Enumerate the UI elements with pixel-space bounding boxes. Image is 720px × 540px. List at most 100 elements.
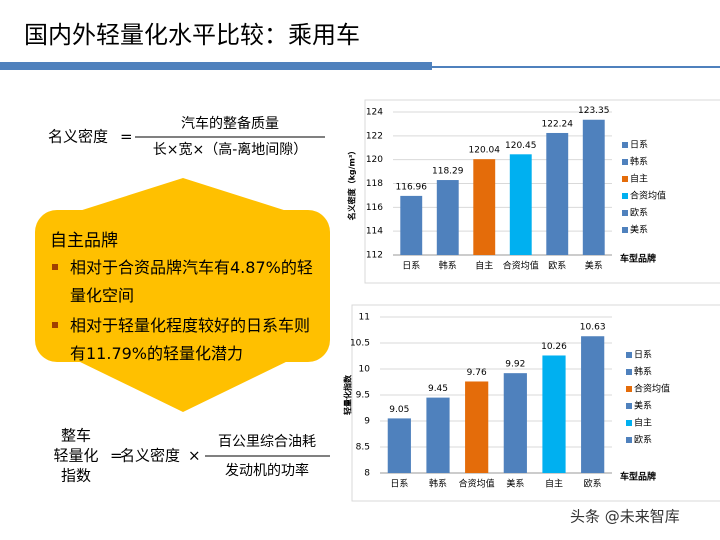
legend-swatch	[626, 437, 632, 443]
legend-label: 美系	[630, 224, 648, 236]
title-rule	[432, 66, 720, 68]
legend-swatch	[622, 159, 628, 165]
data-label: 9.76	[467, 368, 487, 378]
bullet	[52, 322, 58, 328]
x-axis-label: 车型品牌	[620, 471, 656, 483]
data-label: 123.35	[578, 106, 610, 116]
y-tick-label: 9.5	[356, 391, 370, 401]
callout-bullet: 相对于合资品牌汽车有4.87%的轻量化空间	[70, 258, 313, 305]
data-label: 120.04	[469, 146, 501, 156]
legend-swatch	[622, 142, 628, 148]
x-tick-label: 日系	[402, 261, 420, 272]
legend-swatch	[626, 420, 632, 426]
x-tick-label: 合资均值	[503, 260, 539, 272]
legend-label: 合资均值	[630, 190, 666, 202]
legend-label: 日系	[630, 140, 648, 151]
y-tick-label: 8.5	[356, 443, 370, 453]
bar	[465, 381, 489, 473]
arrow-up	[76, 178, 290, 212]
x-tick-label: 美系	[585, 260, 603, 272]
legend-label: 美系	[634, 400, 652, 412]
data-label: 9.92	[505, 360, 525, 370]
formula-denominator: 发动机的功率	[225, 462, 309, 479]
plot-area	[351, 304, 720, 502]
legend-swatch	[626, 352, 632, 358]
x-axis-label: 车型品牌	[620, 253, 656, 265]
y-tick-label: 118	[366, 179, 383, 189]
formula-denominator: 长×宽×（高-离地间隙）	[153, 141, 308, 158]
formula-lhs-line: 轻量化	[53, 447, 98, 465]
data-label: 9.45	[428, 384, 448, 394]
plot-area	[364, 99, 720, 284]
y-axis-label: 名义密度（kg/m³）	[347, 147, 357, 221]
formula-lhs-line: 指数	[61, 467, 91, 485]
legend-swatch	[622, 210, 628, 216]
watermark: 头条 @未来智库	[570, 508, 680, 526]
bar	[509, 154, 532, 255]
data-label: 10.63	[580, 323, 606, 333]
callout-heading: 自主品牌	[50, 231, 118, 251]
y-tick-label: 114	[366, 227, 383, 237]
callout-box	[35, 210, 330, 362]
y-tick-label: 124	[366, 108, 383, 118]
bullet	[52, 264, 58, 270]
bar	[546, 132, 569, 255]
formula-eq: =	[120, 128, 133, 146]
data-label: 116.96	[396, 182, 428, 192]
legend-label: 韩系	[634, 366, 652, 378]
legend-label: 合资均值	[634, 383, 670, 395]
formula-numerator: 百公里综合油耗	[218, 434, 316, 450]
legend-swatch	[626, 403, 632, 409]
formula-numerator: 汽车的整备质量	[181, 115, 279, 132]
data-label: 122.24	[542, 119, 574, 129]
bar	[473, 159, 496, 255]
y-tick-label: 116	[366, 203, 383, 213]
legend-swatch	[626, 386, 632, 392]
formula-lhs: 名义密度	[48, 128, 108, 146]
y-tick-label: 10	[359, 365, 371, 375]
bar	[503, 373, 527, 473]
title-bar	[0, 62, 432, 70]
x-tick-label: 日系	[390, 479, 408, 490]
legend-swatch	[622, 176, 628, 182]
formula-eq: =	[110, 447, 123, 465]
y-tick-label: 122	[366, 131, 383, 141]
bar	[542, 355, 566, 473]
bar	[400, 195, 423, 255]
x-tick-label: 美系	[506, 478, 524, 490]
legend-label: 日系	[634, 350, 652, 361]
y-tick-label: 11	[359, 313, 370, 323]
data-label: 10.26	[541, 342, 567, 352]
formula-lhs-line: 整车	[61, 427, 91, 445]
x-tick-label: 合资均值	[459, 478, 495, 490]
data-label: 120.45	[505, 141, 537, 151]
arrow-down	[76, 360, 290, 412]
legend-label: 欧系	[634, 434, 652, 446]
formula-factor: 名义密度	[120, 447, 180, 465]
legend-label: 韩系	[630, 156, 648, 168]
formula-times: ×	[188, 447, 201, 465]
bar	[582, 119, 605, 255]
y-tick-label: 10.5	[350, 339, 370, 349]
x-tick-label: 自主	[475, 260, 493, 272]
bar	[387, 418, 411, 473]
bar	[426, 397, 450, 473]
bar	[436, 180, 459, 255]
legend-swatch	[626, 369, 632, 375]
data-label: 9.05	[389, 405, 409, 415]
slide-title: 国内外轻量化水平比较：乘用车	[24, 21, 360, 49]
x-tick-label: 韩系	[429, 478, 447, 490]
y-tick-label: 112	[366, 251, 383, 261]
legend-label: 自主	[634, 417, 652, 429]
y-axis-label: 轻量化指数	[343, 374, 353, 415]
legend-swatch	[622, 193, 628, 199]
data-label: 118.29	[432, 167, 464, 177]
x-tick-label: 欧系	[584, 478, 602, 490]
callout-bullet: 相对于轻量化程度较好的日系车则有11.79%的轻量化潜力	[70, 316, 311, 363]
legend-label: 自主	[630, 173, 648, 185]
bar	[581, 336, 605, 473]
x-tick-label: 自主	[545, 478, 563, 490]
y-tick-label: 8	[364, 469, 370, 479]
